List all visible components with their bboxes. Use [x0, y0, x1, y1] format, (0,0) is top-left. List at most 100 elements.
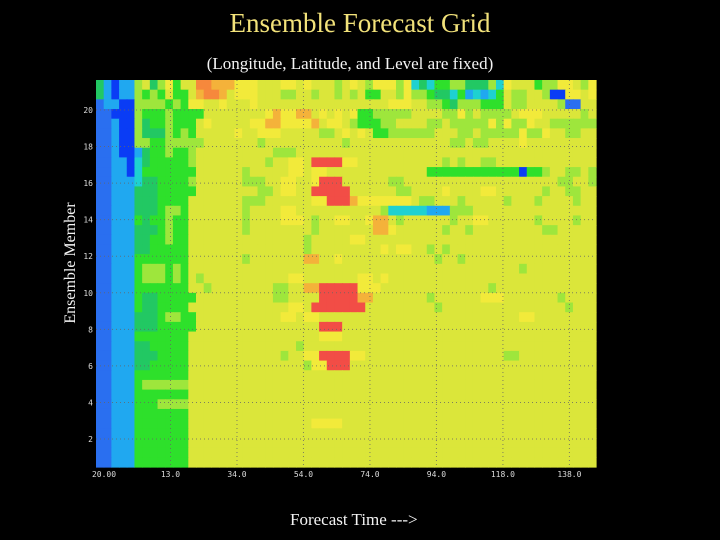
heatmap-cell — [426, 408, 436, 420]
heatmap-cell — [457, 89, 466, 100]
heatmap-cell — [580, 418, 589, 429]
heatmap-cell — [411, 205, 420, 217]
heatmap-cell — [234, 263, 243, 275]
heatmap-cell — [111, 128, 120, 139]
heatmap-cell — [242, 225, 251, 236]
heatmap-cell — [472, 331, 482, 342]
heatmap-cell — [142, 341, 151, 352]
heatmap-cell — [249, 408, 259, 420]
heatmap-cell — [542, 457, 551, 468]
heatmap-cell — [396, 283, 405, 294]
heatmap-cell — [465, 283, 474, 294]
heatmap-cell — [219, 99, 228, 110]
heatmap-cell — [403, 80, 412, 91]
heatmap-cell — [526, 428, 536, 439]
heatmap-cell — [334, 350, 343, 362]
heatmap-cell — [242, 234, 251, 246]
heatmap-cell — [511, 408, 520, 420]
heatmap-cell — [519, 176, 528, 188]
heatmap-cell — [519, 138, 528, 149]
heatmap-cell — [542, 147, 551, 159]
heatmap-cell — [280, 447, 289, 458]
heatmap-cell — [242, 118, 251, 129]
heatmap-cell — [365, 196, 374, 207]
heatmap-cell — [249, 263, 259, 275]
heatmap-cell — [480, 138, 489, 149]
heatmap-cell — [272, 370, 282, 381]
heatmap-cell — [565, 457, 574, 468]
heatmap-cell — [542, 273, 551, 284]
heatmap-cell — [226, 147, 236, 159]
heatmap-cell — [219, 225, 228, 236]
heatmap-cell — [188, 312, 197, 323]
heatmap-cell — [388, 80, 397, 91]
heatmap-cell — [319, 186, 328, 197]
heatmap-cell — [434, 205, 443, 217]
heatmap-cell — [296, 109, 305, 120]
heatmap-cell — [411, 99, 420, 110]
heatmap-cell — [296, 408, 305, 420]
heatmap-cell — [480, 215, 489, 226]
heatmap-cell — [296, 176, 305, 188]
heatmap-cell — [480, 263, 489, 275]
heatmap-cell — [165, 321, 174, 333]
heatmap-cell — [249, 341, 259, 352]
heatmap-cell — [311, 273, 320, 284]
heatmap-cell — [180, 215, 189, 226]
heatmap-cell — [388, 89, 397, 100]
heatmap-cell — [557, 302, 566, 313]
heatmap-cell — [257, 196, 266, 207]
heatmap-cell — [319, 157, 328, 168]
heatmap-cell — [342, 234, 351, 246]
heatmap-cell — [426, 331, 436, 342]
heatmap-cell — [549, 205, 559, 217]
heatmap-cell — [365, 234, 374, 246]
heatmap-cell — [342, 457, 351, 468]
heatmap-cell — [565, 205, 574, 217]
heatmap-cell — [326, 254, 336, 265]
heatmap-cell — [396, 89, 405, 100]
heatmap-cell — [403, 331, 412, 342]
heatmap-cell — [380, 399, 389, 410]
y-tick-label: 8 — [88, 325, 93, 334]
heatmap-cell — [319, 447, 328, 458]
heatmap-cell — [165, 186, 174, 197]
heatmap-cell — [449, 167, 459, 178]
heatmap-cell — [272, 302, 282, 313]
heatmap-cell — [219, 128, 228, 139]
heatmap-cell — [226, 167, 236, 178]
heatmap-cell — [111, 196, 120, 207]
heatmap-cell — [372, 457, 382, 468]
heatmap-cell — [234, 331, 243, 342]
heatmap-cell — [326, 234, 336, 246]
heatmap-cell — [519, 99, 528, 110]
y-tick-label: 6 — [88, 362, 93, 371]
heatmap-cell — [357, 302, 366, 313]
heatmap-cell — [257, 360, 266, 371]
heatmap-cell — [303, 292, 312, 304]
heatmap-cell — [334, 99, 343, 110]
heatmap-cell — [380, 283, 389, 294]
heatmap-cell — [249, 312, 259, 323]
heatmap-cell — [503, 80, 512, 91]
heatmap-cell — [103, 408, 112, 420]
heatmap-cell — [234, 138, 243, 149]
heatmap-cell — [388, 302, 397, 313]
heatmap-cell — [534, 176, 543, 188]
heatmap-cell — [288, 428, 297, 439]
heatmap-cell — [434, 370, 443, 381]
heatmap-cell — [357, 428, 366, 439]
heatmap-cell — [249, 147, 259, 159]
heatmap-cell — [365, 138, 374, 149]
heatmap-cell — [580, 370, 589, 381]
heatmap-cell — [357, 331, 366, 342]
heatmap-cell — [149, 118, 159, 129]
heatmap-cell — [219, 89, 228, 100]
heatmap-cell — [326, 167, 336, 178]
heatmap-cell — [549, 331, 559, 342]
heatmap-cell — [288, 321, 297, 333]
heatmap-cell — [196, 341, 205, 352]
heatmap-cell — [449, 341, 459, 352]
heatmap-cell — [234, 350, 243, 362]
heatmap-cell — [119, 176, 128, 188]
